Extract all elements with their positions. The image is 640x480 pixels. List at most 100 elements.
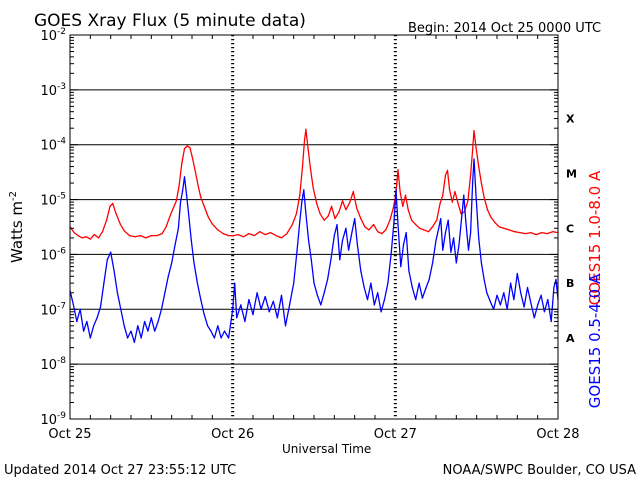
data-point-short-channel — [167, 275, 169, 277]
data-point-short-channel — [164, 292, 166, 294]
data-point-short-channel — [256, 292, 258, 294]
data-point-long-channel — [415, 224, 417, 226]
data-point-long-channel — [310, 169, 312, 171]
data-point-long-channel — [109, 205, 111, 207]
y-tick-label: 10-2 — [40, 27, 66, 44]
data-point-long-channel — [498, 226, 500, 228]
data-point-short-channel — [516, 272, 518, 275]
data-point-long-channel — [228, 235, 230, 237]
data-point-short-channel — [455, 262, 457, 264]
data-point-short-channel — [480, 262, 482, 264]
data-point-long-channel — [242, 236, 245, 238]
data-point-short-channel — [354, 218, 356, 220]
data-point-short-channel — [345, 227, 347, 229]
data-point-short-channel — [553, 286, 555, 289]
y-tick-base: 10 — [40, 303, 57, 318]
data-point-short-channel — [154, 330, 156, 332]
data-point-long-channel — [89, 238, 91, 240]
data-point-short-channel — [248, 299, 250, 301]
y-tick-base: 10 — [40, 358, 57, 373]
data-point-short-channel — [116, 292, 118, 294]
data-point-long-channel — [419, 227, 421, 229]
data-point-short-channel — [341, 239, 344, 241]
y-tick-exponent: -6 — [57, 246, 66, 256]
data-point-short-channel — [483, 278, 485, 280]
data-point-long-channel — [303, 139, 306, 141]
data-point-long-channel — [454, 191, 456, 193]
series-line-long-channel — [69, 128, 559, 240]
data-point-long-channel — [73, 232, 75, 234]
data-point-long-channel — [316, 202, 318, 204]
data-point-long-channel — [222, 233, 224, 235]
data-point-short-channel — [540, 294, 542, 296]
data-point-long-channel — [404, 194, 407, 196]
data-point-short-channel — [127, 337, 129, 339]
data-point-long-channel — [338, 211, 340, 213]
data-point-short-channel — [130, 330, 132, 332]
data-point-short-channel — [489, 300, 491, 302]
y-tick-base: 10 — [40, 413, 57, 428]
data-point-long-channel — [217, 229, 219, 231]
data-point-short-channel — [513, 299, 515, 301]
data-point-short-channel — [93, 325, 95, 327]
data-point-long-channel — [134, 236, 136, 238]
data-point-short-channel — [240, 304, 242, 306]
data-point-long-channel — [442, 194, 444, 196]
data-point-long-channel — [270, 232, 272, 234]
data-point-short-channel — [463, 194, 465, 196]
data-point-short-channel — [432, 262, 434, 264]
data-point-short-channel — [366, 299, 369, 301]
data-point-short-channel — [308, 239, 310, 241]
data-point-long-channel — [169, 216, 171, 218]
data-point-long-channel — [334, 218, 336, 220]
data-point-long-channel — [503, 227, 505, 229]
data-point-short-channel — [301, 201, 303, 203]
data-point-long-channel — [377, 231, 379, 233]
data-point-short-channel — [350, 235, 352, 237]
data-point-short-channel — [496, 294, 498, 296]
data-point-short-channel — [157, 320, 159, 323]
data-point-short-channel — [465, 220, 467, 222]
data-point-short-channel — [217, 325, 219, 327]
data-point-short-channel — [323, 292, 325, 294]
data-point-short-channel — [316, 294, 318, 296]
data-point-long-channel — [119, 223, 121, 225]
data-point-long-channel — [172, 208, 174, 210]
data-point-long-channel — [546, 233, 548, 235]
y-tick-exponent: -3 — [57, 82, 66, 92]
data-point-short-channel — [380, 311, 382, 313]
data-point-long-channel — [286, 233, 288, 235]
data-point-long-channel — [473, 130, 475, 132]
data-point-long-channel — [397, 169, 399, 171]
legend-short-channel: GOES15 0.5-4.0 A — [586, 273, 604, 408]
data-point-long-channel — [301, 165, 304, 168]
y-tick-base: 10 — [40, 139, 57, 154]
data-point-short-channel — [86, 320, 88, 323]
data-point-short-channel — [467, 249, 470, 251]
data-point-short-channel — [123, 325, 125, 327]
data-point-short-channel — [179, 201, 182, 203]
data-point-long-channel — [186, 145, 188, 147]
data-point-short-channel — [72, 304, 74, 306]
data-point-long-channel — [475, 146, 477, 148]
data-point-short-channel — [363, 286, 365, 289]
data-point-short-channel — [96, 317, 98, 319]
data-point-short-channel — [276, 317, 278, 319]
data-point-short-channel — [99, 306, 102, 308]
data-point-short-channel — [473, 158, 475, 160]
data-point-long-channel — [175, 200, 177, 202]
data-point-short-channel — [310, 259, 312, 261]
data-point-short-channel — [160, 308, 163, 310]
data-point-long-channel — [295, 213, 297, 215]
data-point-long-channel — [508, 229, 510, 231]
data-point-short-channel — [213, 337, 215, 339]
data-point-long-channel — [514, 231, 516, 233]
data-point-long-channel — [312, 187, 314, 189]
data-point-short-channel — [397, 224, 399, 226]
data-point-short-channel — [393, 220, 395, 222]
data-point-short-channel — [193, 262, 195, 264]
data-point-short-channel — [547, 299, 549, 301]
data-point-long-channel — [360, 218, 362, 220]
flare-class-label: M — [566, 167, 577, 180]
